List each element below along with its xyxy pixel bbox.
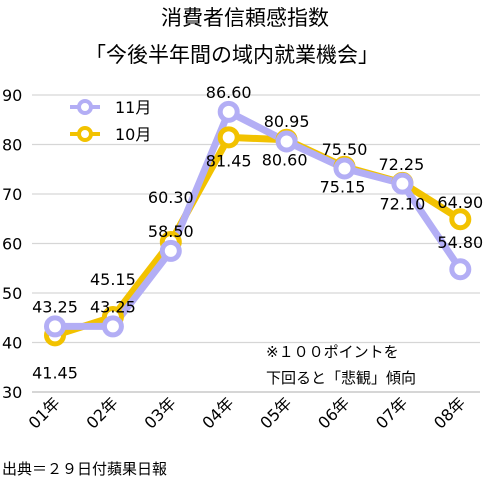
data-point bbox=[449, 258, 472, 281]
x-tick-label: 03年 bbox=[140, 393, 179, 432]
annotation-line-2: 下回ると「悲観」傾向 bbox=[266, 369, 416, 387]
x-tick-label: 06年 bbox=[314, 393, 353, 432]
y-tick-label: 80 bbox=[2, 136, 22, 155]
data-label: 75.50 bbox=[322, 140, 368, 159]
data-label: 45.15 bbox=[90, 270, 136, 289]
y-tick-label: 30 bbox=[2, 383, 22, 402]
data-label: 86.60 bbox=[206, 83, 252, 102]
y-tick-label: 70 bbox=[2, 185, 22, 204]
legend-swatch-marker bbox=[77, 99, 93, 115]
data-point bbox=[449, 208, 472, 231]
y-tick-label: 40 bbox=[2, 334, 22, 353]
data-label: 43.25 bbox=[90, 297, 136, 316]
data-label: 72.25 bbox=[378, 155, 424, 174]
data-label: 43.25 bbox=[32, 297, 78, 316]
chart-title-line-2: 「今後半年間の域内就業機会」 bbox=[85, 43, 379, 67]
legend-label: 10月 bbox=[115, 125, 151, 144]
data-point bbox=[217, 126, 240, 149]
data-label: 81.45 bbox=[206, 151, 252, 170]
grid-lines bbox=[32, 94, 480, 393]
data-point bbox=[101, 315, 124, 338]
data-label: 75.15 bbox=[320, 178, 366, 197]
data-point bbox=[333, 157, 356, 180]
data-point bbox=[159, 239, 182, 262]
data-label: 41.45 bbox=[32, 363, 78, 382]
y-tick-label: 90 bbox=[2, 86, 22, 105]
x-tick-label: 02年 bbox=[83, 393, 122, 432]
annotation-note: ※１００ポイントを 下回ると「悲観」傾向 bbox=[266, 343, 416, 387]
data-label: 64.90 bbox=[437, 193, 483, 212]
y-tick-label: 60 bbox=[2, 235, 22, 254]
x-tick-label: 01年 bbox=[25, 393, 64, 432]
source-note: 出典＝２９日付蘋果日報 bbox=[2, 460, 167, 478]
chart-title-line-1: 消費者信頼感指数 bbox=[161, 6, 329, 30]
data-point bbox=[391, 172, 414, 195]
legend-swatch-marker bbox=[77, 126, 93, 142]
annotation-line-1: ※１００ポイントを bbox=[266, 343, 399, 361]
y-axis-ticks: 90 80 70 60 50 40 30 bbox=[2, 86, 22, 402]
data-label: 72.10 bbox=[379, 195, 425, 214]
chart-title: 消費者信頼感指数 「今後半年間の域内就業機会」 bbox=[85, 6, 379, 67]
data-label: 58.50 bbox=[148, 222, 194, 241]
series-points bbox=[44, 100, 472, 347]
data-label: 80.95 bbox=[264, 112, 310, 131]
data-label: 54.80 bbox=[437, 233, 483, 252]
legend-label: 11月 bbox=[115, 98, 151, 117]
data-label: 60.30 bbox=[148, 188, 194, 207]
data-point bbox=[275, 130, 298, 153]
data-label: 80.60 bbox=[262, 151, 308, 170]
x-tick-label: 04年 bbox=[198, 393, 237, 432]
data-point bbox=[44, 315, 66, 338]
data-labels: 43.25 43.25 58.50 86.60 80.60 75.15 72.10 54.80… bbox=[32, 83, 483, 382]
data-point bbox=[217, 100, 240, 123]
y-tick-label: 50 bbox=[2, 284, 22, 303]
x-tick-label: 05年 bbox=[256, 393, 295, 432]
x-tick-label: 08年 bbox=[430, 393, 469, 432]
x-axis-categories: 01年 02年 03年 04年 05年 06年 07年 08年 bbox=[25, 393, 469, 432]
x-tick-label: 07年 bbox=[372, 393, 411, 432]
